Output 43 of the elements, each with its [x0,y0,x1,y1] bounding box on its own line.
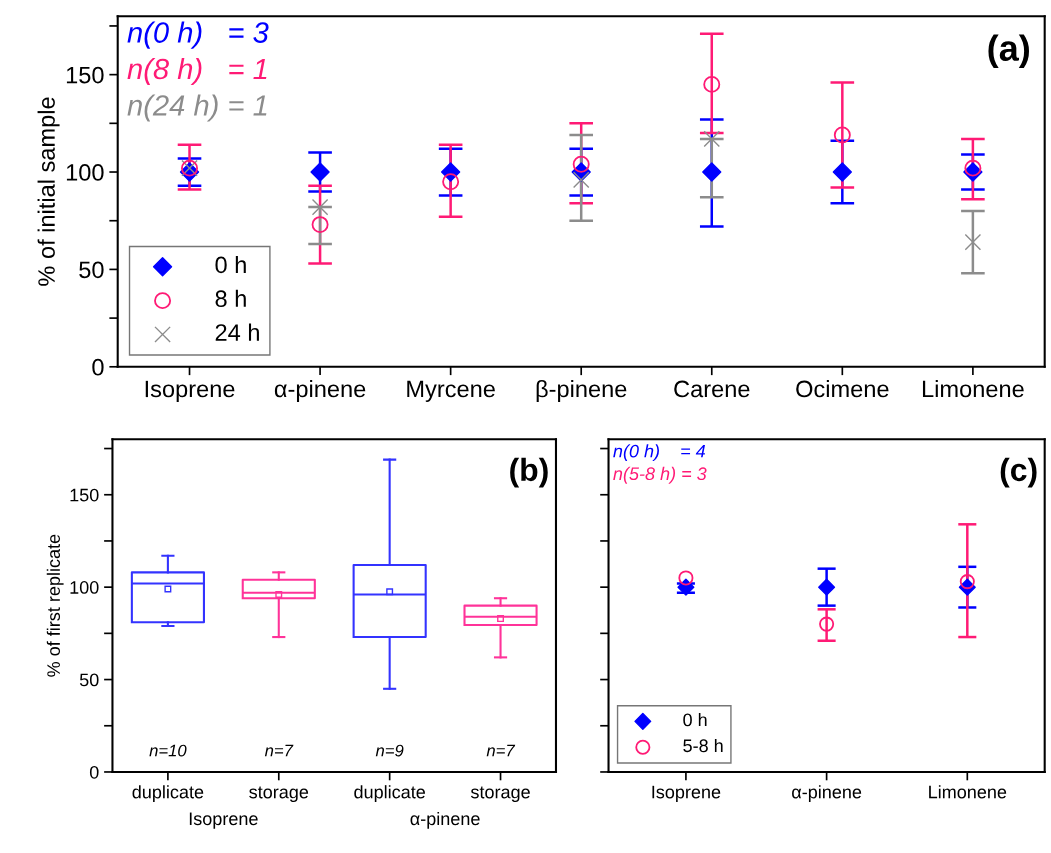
x-tick-label: Limonene [922,379,1024,398]
annotation: n(0 h) = 3 [127,21,269,49]
x-tick-label: α-pinene [792,785,862,802]
x-tick-label: Carene [674,380,750,398]
annotation: n(0 h) = 4 [613,444,706,462]
y-tick-label: 150 [66,66,104,84]
y-tick-label: 150 [70,488,99,502]
text: Isoprene [189,812,258,829]
annotation: n=10 [149,744,187,757]
y-tick-label: 50 [79,261,104,279]
y-tick-label: 100 [70,581,99,594]
legend-label: 5-8 h [683,738,723,753]
x-tick-label: α-pinene [274,379,366,402]
y-axis-title: % of initial sample [37,97,60,286]
text: (c) [1000,457,1037,488]
x-tick-label: storage [470,786,530,802]
chart-title: (a) [988,34,1029,69]
legend-label: 24 h [215,323,259,341]
legend-label: 0 h [215,255,246,274]
y-tick-label: 0 [89,765,99,779]
legend-label: 0 h [683,713,707,727]
x-tick-label: β-pinene [536,379,627,402]
x-tick-label: duplicate [354,785,425,802]
text: (b) [510,457,548,488]
x-tick-label: storage [249,786,309,802]
annotation: n=9 [375,744,404,757]
x-tick-label: Isoprene [652,785,721,802]
x-tick-label: Myrcene [407,380,495,402]
text: α-pinene [410,811,480,829]
y-tick-label: 50 [79,673,99,687]
annotation: n=7 [486,744,516,757]
y-tick-label: 100 [66,164,104,181]
x-tick-label: Ocimene [796,379,889,398]
y-tick-label: 0 [92,358,104,376]
y-axis-title: % of first replicate [46,534,64,677]
annotation: n(5-8 h) = 3 [613,466,707,484]
annotation: n(8 h) = 1 [127,57,267,86]
annotation: n=7 [264,744,294,757]
x-tick-label: Isoprene [145,380,235,402]
x-tick-label: Limonene [929,785,1007,799]
legend-label: 8 h [215,289,246,308]
x-tick-label: duplicate [132,785,204,802]
annotation: n(24 h) = 1 [127,94,267,122]
